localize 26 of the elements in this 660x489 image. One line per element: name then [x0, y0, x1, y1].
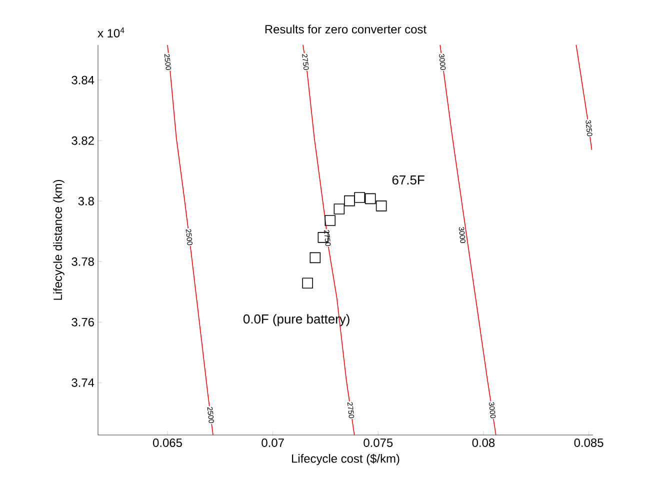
y-tick-label: 3.78 — [72, 257, 94, 266]
x-tick-label: 0.07 — [262, 438, 284, 447]
point — [364, 193, 376, 204]
line-series — [302, 44, 355, 436]
chart-title: Results for zero converter cost — [265, 24, 426, 34]
point — [310, 252, 321, 264]
point — [302, 278, 313, 289]
y-tick-label: 3.82 — [72, 136, 94, 145]
x-tick-label: 0.065 — [153, 438, 182, 447]
text: x 10$^{4}$ — [98, 28, 124, 38]
line-series — [440, 44, 496, 436]
point — [334, 204, 345, 214]
x-tick-label: 0.075 — [364, 438, 393, 447]
x-tick-label: 0.085 — [574, 438, 604, 447]
y-tick-label: 3.84 — [72, 76, 94, 84]
y-tick-label: 3.8 — [78, 196, 94, 206]
annotation: 67.5F — [392, 175, 424, 185]
x-tick-label: 0.08 — [472, 438, 495, 447]
point — [376, 200, 387, 212]
x-axis-title: Lifecycle cost ($/km) — [292, 454, 400, 466]
point — [324, 215, 336, 226]
y-tick-label: 3.74 — [72, 378, 94, 387]
point — [354, 192, 366, 203]
y-axis-title: Lifecycle distance (km) — [53, 180, 64, 300]
point — [344, 195, 355, 206]
y-tick-label: 3.76 — [72, 318, 94, 326]
